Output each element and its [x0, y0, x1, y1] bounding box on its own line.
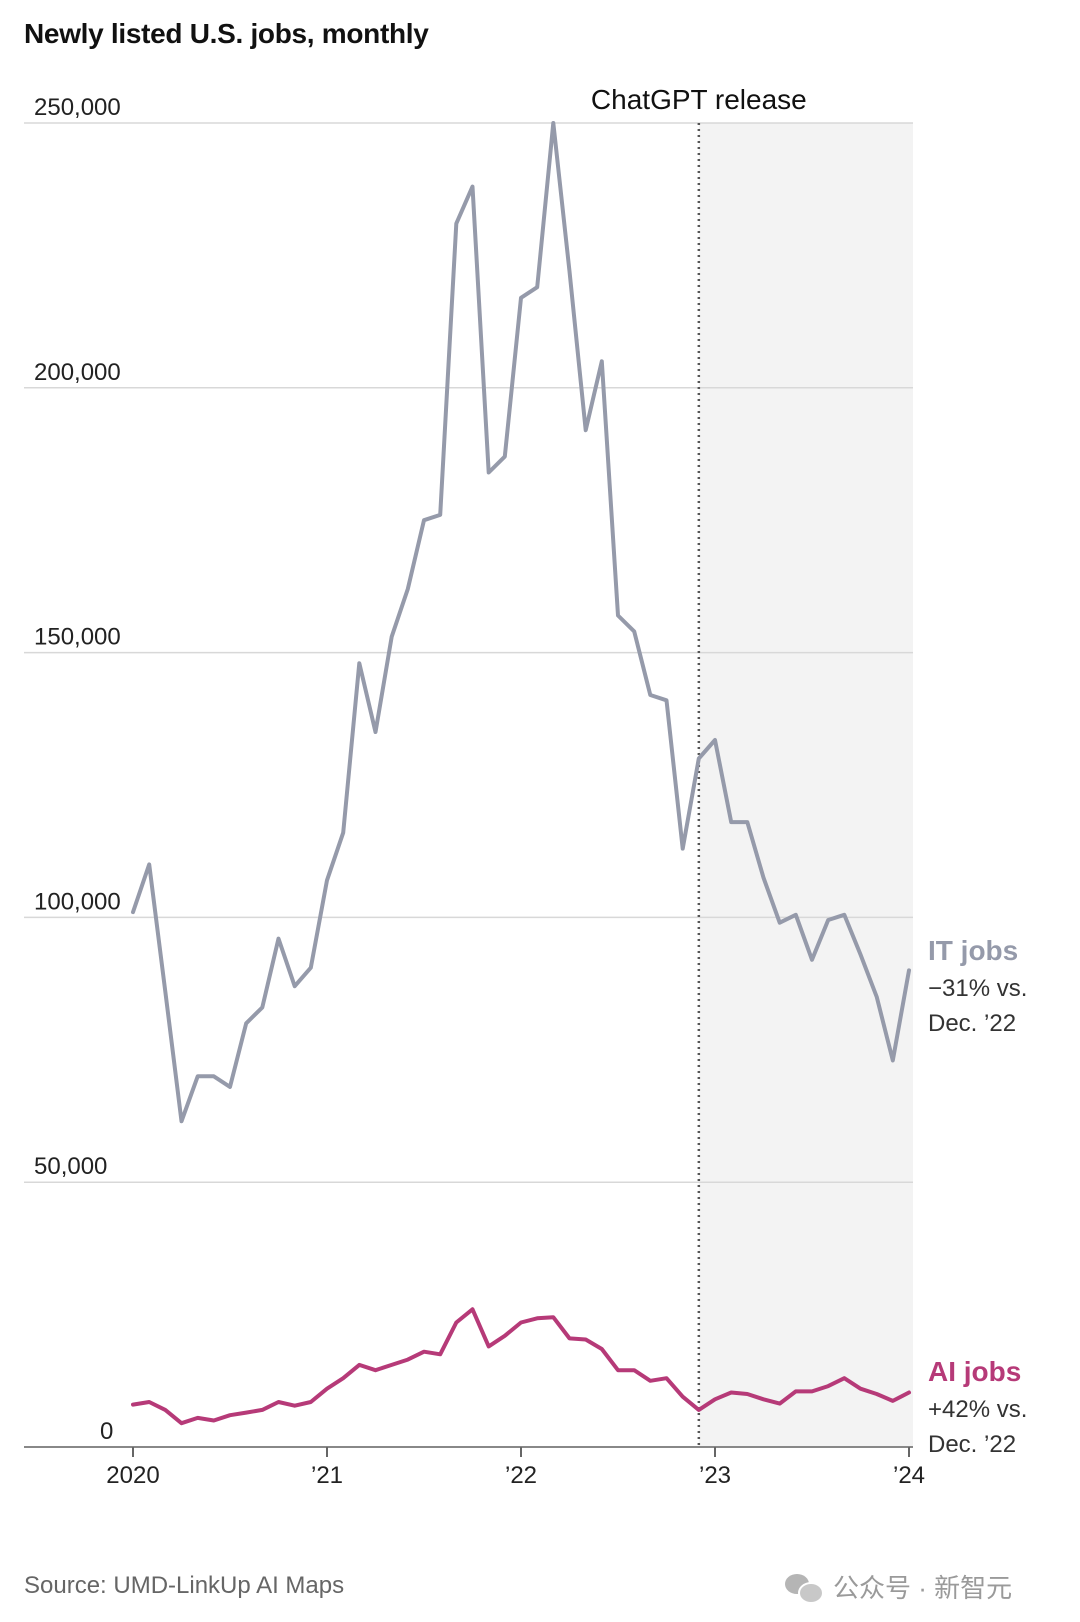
it-jobs-line	[131, 121, 911, 1124]
watermark-text: 公众号 · 新智元	[833, 1573, 1013, 1603]
chart-title: Newly listed U.S. jobs, monthly	[24, 18, 429, 49]
x-tick-label: ’23	[699, 1462, 731, 1489]
source-note: Source: UMD-LinkUp AI Maps	[24, 1572, 345, 1599]
x-axis: 2020 ’21 ’22 ’23 ’24	[106, 1447, 925, 1489]
y-tick-label: 200,000	[34, 359, 121, 386]
y-axis: 0 50,000 100,000 150,000 200,000 250,000	[34, 94, 121, 1445]
y-tick-label: 50,000	[34, 1153, 107, 1180]
series-baseline: Dec. ’22	[928, 1431, 1016, 1458]
post-release-shade	[698, 123, 913, 1447]
y-tick-label: 0	[100, 1418, 113, 1445]
x-tick-label: ’22	[505, 1462, 537, 1489]
wechat-icon	[785, 1572, 824, 1604]
y-tick-label: 100,000	[34, 888, 121, 915]
watermark: 公众号 · 新智元	[785, 1568, 1012, 1605]
series-change: −31% vs.	[928, 975, 1027, 1002]
y-tick-label: 250,000	[34, 94, 121, 121]
ai-jobs-label: AI jobs +42% vs. Dec. ’22	[928, 1356, 1027, 1458]
y-tick-label: 150,000	[34, 624, 121, 651]
it-jobs-label: IT jobs −31% vs. Dec. ’22	[928, 935, 1027, 1037]
series-lines	[131, 121, 911, 1426]
series-name: IT jobs	[928, 935, 1018, 966]
series-name: AI jobs	[928, 1356, 1021, 1387]
series-baseline: Dec. ’22	[928, 1010, 1016, 1037]
ai-jobs-line	[131, 1307, 911, 1426]
x-tick-label: ’24	[893, 1462, 925, 1489]
x-tick-label: ’21	[311, 1462, 343, 1489]
grid-lines	[24, 122, 913, 1183]
series-labels: IT jobs −31% vs. Dec. ’22 AI jobs +42% vs. De…	[928, 935, 1027, 1458]
x-tick-label: 2020	[106, 1462, 159, 1489]
chatgpt-release-label: ChatGPT release	[591, 84, 807, 115]
series-change: +42% vs.	[928, 1396, 1027, 1423]
